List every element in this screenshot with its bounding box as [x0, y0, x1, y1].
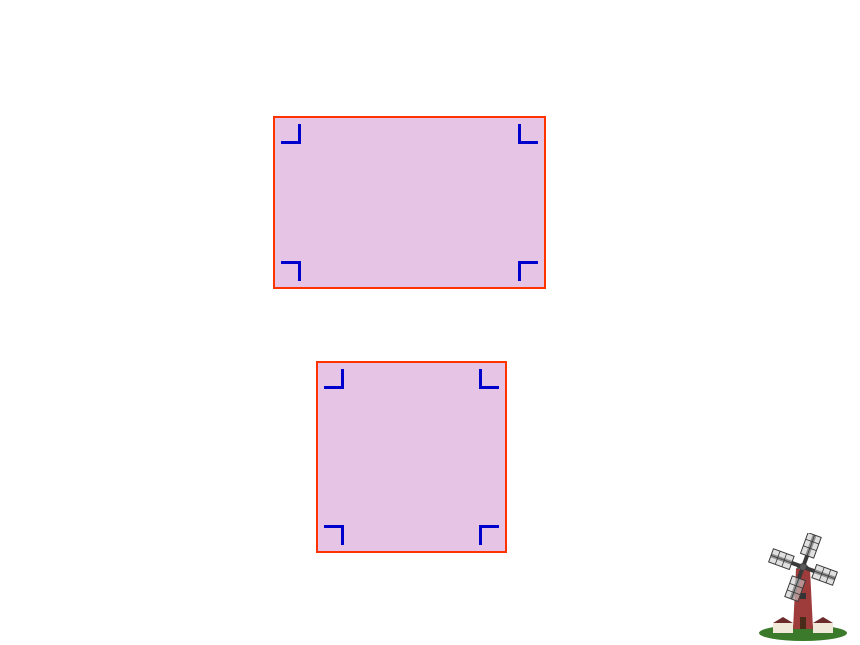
right-angle-top-left — [281, 124, 301, 144]
windmill-icon — [755, 533, 851, 641]
rectangle-shape — [273, 116, 546, 289]
right-angle-bottom-left — [324, 525, 344, 545]
right-angle-bottom-right — [479, 525, 499, 545]
right-angle-top-left — [324, 369, 344, 389]
right-angle-top-right — [518, 124, 538, 144]
right-angle-top-right — [479, 369, 499, 389]
right-angle-bottom-left — [281, 261, 301, 281]
square-shape — [316, 361, 507, 553]
right-angle-bottom-right — [518, 261, 538, 281]
